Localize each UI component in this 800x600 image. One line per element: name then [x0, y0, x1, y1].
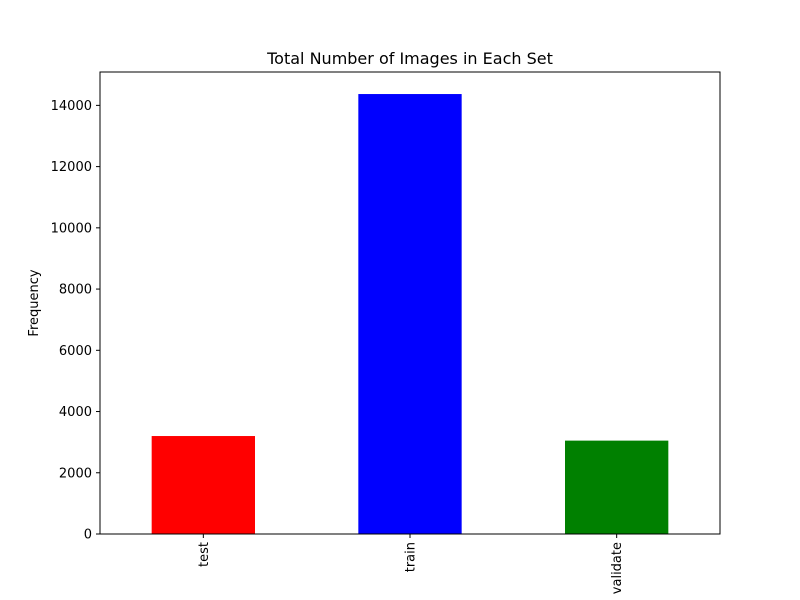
x-tick-label-test: test [197, 542, 212, 567]
x-tick-label-train: train [404, 542, 419, 572]
y-tick-label-10000: 10000 [51, 221, 92, 236]
y-tick-label-14000: 14000 [51, 99, 92, 114]
y-ticks-group: 0 2000 4000 6000 8000 10000 12000 14000 [51, 99, 100, 543]
chart-title: Total Number of Images in Each Set [266, 49, 553, 68]
plot-area-frame [99, 71, 721, 535]
y-tick-label-4000: 4000 [59, 405, 92, 420]
bar-test [151, 436, 255, 534]
x-ticks-group: test train validate [197, 534, 625, 594]
y-axis-label: Frequency [27, 269, 42, 336]
bars-group [151, 94, 669, 534]
bar-validate [565, 440, 669, 534]
y-tick-label-12000: 12000 [51, 160, 92, 175]
x-tick-label-validate: validate [610, 542, 625, 594]
bar-train [358, 94, 462, 534]
y-tick-label-8000: 8000 [59, 283, 92, 298]
y-tick-label-6000: 6000 [59, 344, 92, 359]
y-tick-label-0: 0 [84, 528, 92, 543]
y-tick-label-2000: 2000 [59, 466, 92, 481]
